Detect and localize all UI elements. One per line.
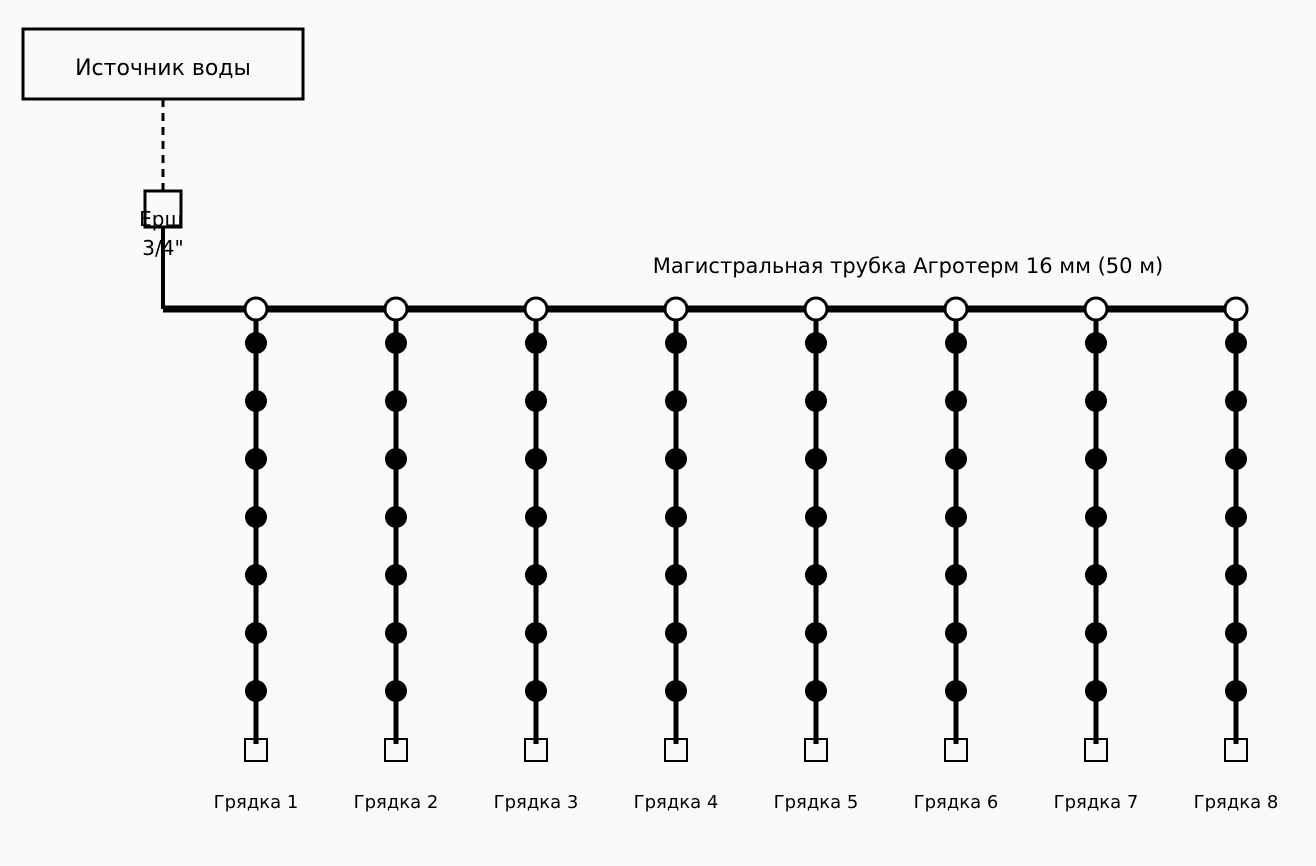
start-connector	[243, 296, 269, 322]
end-plug	[244, 738, 268, 762]
dropper	[1085, 564, 1107, 586]
bed-label: Грядка 1	[214, 792, 299, 813]
drip-line-4: Грядка 4	[634, 296, 719, 813]
dropper	[1085, 332, 1107, 354]
dropper	[805, 506, 827, 528]
drip-line-5: Грядка 5	[774, 296, 859, 813]
dropper	[245, 390, 267, 412]
dropper	[1225, 390, 1247, 412]
dropper	[385, 680, 407, 702]
dropper	[385, 506, 407, 528]
dropper	[665, 332, 687, 354]
dropper	[385, 448, 407, 470]
drip-line-6: Грядка 6	[914, 296, 999, 813]
dropper	[245, 332, 267, 354]
start-connector	[1223, 296, 1249, 322]
dropper	[385, 564, 407, 586]
bed-label: Грядка 4	[634, 792, 719, 813]
dropper	[945, 680, 967, 702]
dropper	[1225, 564, 1247, 586]
drip-line-7: Грядка 7	[1054, 296, 1139, 813]
end-plug	[664, 738, 688, 762]
dropper	[525, 680, 547, 702]
dropper	[805, 564, 827, 586]
drip-line-8: Грядка 8	[1194, 296, 1279, 813]
dropper	[805, 448, 827, 470]
bed-label: Грядка 6	[914, 792, 999, 813]
dropper	[1085, 448, 1107, 470]
start-connector	[663, 296, 689, 322]
dropper	[945, 332, 967, 354]
dropper	[385, 390, 407, 412]
dropper	[245, 564, 267, 586]
dropper	[1225, 622, 1247, 644]
end-plug	[1224, 738, 1248, 762]
end-plug	[804, 738, 828, 762]
dropper	[665, 506, 687, 528]
dropper	[805, 390, 827, 412]
water-source-label: Источник воды	[75, 56, 251, 81]
start-connector	[523, 296, 549, 322]
dropper	[1225, 332, 1247, 354]
drip-line-1: Грядка 1	[214, 296, 299, 813]
start-connector	[1083, 296, 1109, 322]
bed-label: Грядка 8	[1194, 792, 1279, 813]
dropper	[805, 680, 827, 702]
end-plug	[1084, 738, 1108, 762]
dropper	[805, 622, 827, 644]
bed-label: Грядка 2	[354, 792, 439, 813]
main-pipe-label: Магистральная трубка Агротерм 16 мм (50 …	[653, 254, 1163, 278]
dropper	[665, 622, 687, 644]
drip-lines: Грядка 1 Грядка 2 Грядка 3 Грядка 4 Грядка 5…	[214, 296, 1279, 813]
dropper	[525, 332, 547, 354]
dropper	[945, 622, 967, 644]
start-connector	[943, 296, 969, 322]
water-source: Источник воды	[21, 27, 305, 101]
dropper	[385, 622, 407, 644]
end-plug	[384, 738, 408, 762]
dropper	[245, 448, 267, 470]
dropper	[525, 390, 547, 412]
dropper	[665, 680, 687, 702]
dropper	[945, 564, 967, 586]
bed-label: Грядка 3	[494, 792, 579, 813]
dropper	[805, 332, 827, 354]
dropper	[665, 564, 687, 586]
dropper	[665, 390, 687, 412]
end-plug	[944, 738, 968, 762]
water-source-box	[21, 27, 305, 101]
dropper	[945, 390, 967, 412]
drip-line-3: Грядка 3	[494, 296, 579, 813]
drip-line-2: Грядка 2	[354, 296, 439, 813]
dropper	[385, 332, 407, 354]
dropper	[525, 564, 547, 586]
dropper	[1225, 506, 1247, 528]
bed-label: Грядка 7	[1054, 792, 1139, 813]
dropper	[525, 448, 547, 470]
start-connector	[803, 296, 829, 322]
start-connector	[383, 296, 409, 322]
end-plug	[524, 738, 548, 762]
dropper	[1085, 390, 1107, 412]
dropper	[245, 506, 267, 528]
dropper	[245, 622, 267, 644]
dropper	[945, 506, 967, 528]
dropper	[1225, 680, 1247, 702]
dropper	[525, 622, 547, 644]
dropper	[525, 506, 547, 528]
dropper	[1085, 680, 1107, 702]
dropper	[1085, 506, 1107, 528]
dropper	[945, 448, 967, 470]
dropper	[1085, 622, 1107, 644]
dropper	[665, 448, 687, 470]
dropper	[245, 680, 267, 702]
bed-label: Грядка 5	[774, 792, 859, 813]
dropper	[1225, 448, 1247, 470]
